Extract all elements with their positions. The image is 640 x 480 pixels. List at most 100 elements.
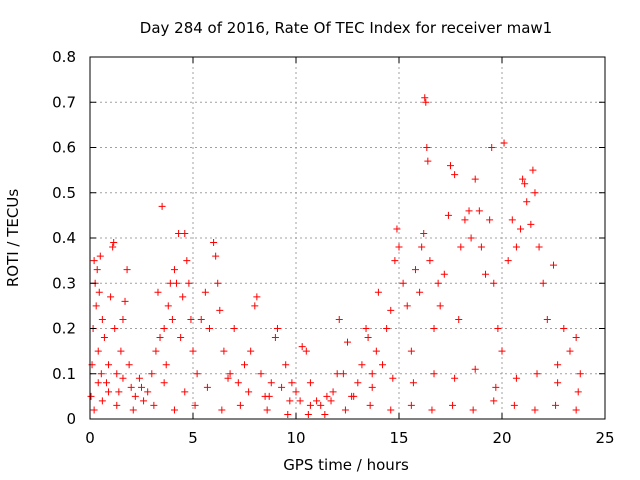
data-point (321, 410, 329, 418)
data-point (323, 392, 331, 400)
data-point (148, 370, 156, 378)
data-point (226, 370, 234, 378)
data-point (121, 297, 129, 305)
data-point (111, 325, 119, 332)
data-point (218, 406, 226, 414)
data-point (399, 279, 407, 287)
data-point (154, 288, 162, 296)
data-point (387, 306, 395, 314)
data-point (164, 302, 172, 310)
data-point (449, 401, 457, 409)
data-point (212, 252, 220, 260)
data-point (430, 325, 438, 332)
x-tick-label: 0 (85, 429, 95, 447)
data-point (576, 370, 584, 378)
data-point (156, 334, 164, 342)
data-point (306, 379, 314, 387)
data-point (543, 315, 551, 323)
data-point (278, 383, 286, 391)
data-point (554, 379, 562, 387)
data-point (267, 379, 275, 387)
y-axis-label: ROTI / TECUs (4, 189, 22, 287)
data-point (166, 279, 174, 287)
data-point (175, 229, 183, 237)
y-tick-label: 0.3 (52, 274, 76, 292)
data-point (339, 370, 347, 378)
data-point (333, 370, 341, 378)
data-point (475, 207, 483, 215)
data-point (512, 243, 520, 251)
data-point (531, 406, 539, 414)
data-point (150, 401, 158, 409)
data-point (170, 266, 178, 274)
data-point (177, 334, 185, 342)
data-point (193, 370, 201, 378)
data-point (97, 370, 105, 378)
data-point (181, 229, 189, 237)
data-point (119, 374, 127, 382)
data-point (230, 325, 238, 332)
data-point (214, 279, 222, 287)
data-point (216, 306, 224, 314)
data-point (234, 379, 242, 387)
data-point (407, 347, 415, 355)
data-point (181, 388, 189, 396)
y-tick-labels: 0 0.1 0.2 0.3 0.4 0.5 0.6 0.7 0.8 (52, 48, 76, 428)
data-point (286, 397, 294, 405)
data-point (395, 243, 403, 251)
data-point (411, 266, 419, 274)
data-point (257, 370, 265, 378)
data-point (552, 401, 560, 409)
data-point (508, 216, 516, 224)
data-point (418, 243, 426, 251)
data-point (284, 410, 292, 418)
data-points (87, 94, 584, 418)
data-point (428, 406, 436, 414)
data-point (490, 279, 498, 287)
data-point (477, 243, 485, 251)
data-point (467, 234, 475, 242)
data-point (183, 257, 191, 265)
data-point (95, 288, 103, 296)
data-point (527, 220, 535, 228)
data-point (374, 288, 382, 296)
data-point (131, 392, 139, 400)
data-point (107, 293, 115, 301)
data-point (94, 347, 102, 355)
data-point (444, 211, 452, 219)
data-point (129, 406, 137, 414)
data-point (486, 216, 494, 224)
y-tick-label: 0.2 (52, 320, 76, 338)
data-point (423, 144, 431, 151)
data-point (354, 379, 362, 387)
data-point (263, 406, 271, 414)
data-point (224, 374, 232, 382)
data-point (123, 266, 131, 274)
data-point (265, 392, 273, 400)
x-axis-label: GPS time / hours (283, 456, 409, 474)
data-point (271, 334, 279, 342)
data-point (205, 325, 213, 332)
data-point (430, 370, 438, 378)
data-point (173, 279, 181, 287)
data-point (306, 401, 314, 409)
data-point (344, 338, 351, 346)
data-point (529, 166, 537, 174)
data-point (288, 379, 296, 387)
data-point (465, 207, 473, 215)
data-point (119, 315, 127, 323)
data-point (245, 388, 253, 396)
data-point (160, 379, 168, 387)
data-point (574, 388, 582, 396)
y-tick-label: 0.7 (52, 93, 76, 111)
data-point (327, 397, 335, 405)
data-point (109, 243, 117, 251)
data-point (251, 302, 259, 310)
data-point (393, 225, 401, 233)
data-point (100, 334, 108, 342)
data-point (492, 383, 500, 391)
data-point (421, 94, 429, 102)
data-point (292, 388, 300, 396)
data-point (451, 374, 459, 382)
